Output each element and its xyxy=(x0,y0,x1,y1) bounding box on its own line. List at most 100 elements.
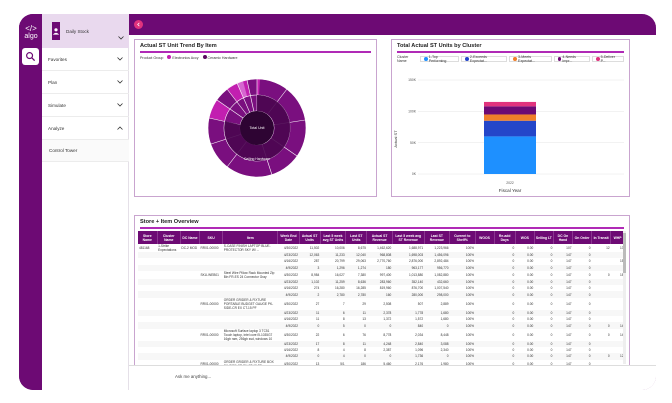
column-header[interactable]: Last ST Units xyxy=(345,231,368,244)
table-row[interactable]: 4/9/2022 0 4 0 0 1,736 0 100% 0 0.00 0 147 0 0 12 xyxy=(138,353,625,360)
chevron-down-icon xyxy=(117,57,123,62)
table-cell xyxy=(475,329,494,341)
sidebar-item-simulate[interactable]: Simulate xyxy=(42,94,129,117)
table-cell: 2,387 xyxy=(383,348,392,353)
stacked-bar-chart[interactable]: Actual ST Fiscal Year 2022 0K 50K 100K 150K xyxy=(392,64,631,196)
table-cell: 0.00 xyxy=(527,259,534,264)
table-cell xyxy=(222,252,278,259)
legend-item[interactable]: 5-Deliver P... xyxy=(591,55,624,63)
sidebar-subitem-control-tower[interactable]: Control Tower xyxy=(42,140,129,162)
table-cell xyxy=(222,278,278,286)
column-header[interactable]: Re-add Days xyxy=(494,231,516,244)
table-row[interactable]: RR01-00000 ORDER GRIDER & FIXTURE PORTABL… xyxy=(138,298,625,310)
table-cell: 4 xyxy=(342,348,345,353)
table-row[interactable]: SKU-WEB01 Steel Wire Pillow Rack Mounted … xyxy=(138,271,625,279)
bar-segment-3[interactable] xyxy=(484,114,536,121)
table-cell: 0 xyxy=(494,264,516,271)
table-row[interactable]: 4/16/2022 274 16,280 16,285 819,960 876,700 1,… xyxy=(138,285,625,291)
table-row[interactable]: 4/23/2022 12,063 11,233 12,040 968,808 1,698,… xyxy=(138,252,625,259)
column-header[interactable]: On Order xyxy=(572,231,593,244)
y-tick-label: 50K xyxy=(410,141,417,145)
column-header[interactable]: Actual ST Units xyxy=(299,231,321,244)
bar-segment-1[interactable] xyxy=(484,136,536,174)
table-cell: 147 xyxy=(566,317,572,322)
table-cell: 160 xyxy=(366,291,393,298)
table-cell: 100% xyxy=(449,322,475,329)
chevron-up-icon xyxy=(117,126,123,131)
bar-segment-4[interactable] xyxy=(484,106,536,115)
column-header[interactable]: Actual ST Revenue xyxy=(366,231,393,244)
column-header[interactable]: Item xyxy=(222,231,279,244)
ask-input[interactable]: Ask me anything... xyxy=(175,374,212,379)
legend-item[interactable]: 3-Meets Expectat... xyxy=(509,55,552,63)
table-cell: 1,007,540 xyxy=(434,286,449,291)
column-header[interactable]: Last ST Revenue xyxy=(424,231,451,244)
legend-item[interactable]: 2-Exceeds Expectat... xyxy=(461,55,508,63)
table-cell: 0 xyxy=(534,291,554,298)
table-row[interactable]: RR01-00000 Microsoft Surface laptop 3 TC5… xyxy=(138,329,625,341)
column-header[interactable]: WOS xyxy=(515,231,535,244)
legend-item[interactable]: 4-Needs Impr... xyxy=(553,55,590,63)
column-header[interactable]: Week End Date xyxy=(277,231,300,244)
table-cell: 16,285 xyxy=(356,286,366,291)
table-row[interactable]: 4/23/2022 1,102 11,259 8,636 283,960 352,140 4… xyxy=(138,278,625,286)
chevron-down-icon[interactable] xyxy=(118,27,124,45)
table-cell: 76 xyxy=(362,332,366,337)
back-button[interactable] xyxy=(134,20,143,29)
column-header[interactable]: In Transit xyxy=(591,231,612,244)
analytics-nav-icon[interactable] xyxy=(22,48,39,65)
table-cell: 968,808 xyxy=(366,252,393,259)
trend-legend: Product Group Electronics Accy Ceramic H… xyxy=(140,55,238,60)
table-cell: 8,675 xyxy=(357,246,366,250)
table-cell: 283,960 xyxy=(366,278,393,286)
legend-item[interactable]: 1-Top Performing xyxy=(419,55,460,63)
table-cell: 13 xyxy=(619,246,624,250)
table-cell: 2,780 xyxy=(320,291,346,298)
column-header[interactable]: SKU xyxy=(199,231,224,244)
table-cell: 14 xyxy=(610,322,625,329)
sidebar-item-analyze[interactable]: Analyze xyxy=(42,117,129,140)
column-header[interactable]: Selling LT xyxy=(534,231,554,244)
column-header[interactable]: Last 5 week avg ST Units xyxy=(320,231,347,244)
table-row[interactable]: 4/9/2022 2 2,780 2,780 160 280,000 298,000 100%… xyxy=(138,291,625,298)
table-cell: 4,248 xyxy=(366,340,393,347)
table-cell: 0 xyxy=(534,278,554,286)
table-cell xyxy=(138,278,158,286)
table-cell: 2,340 xyxy=(440,348,449,353)
user-panel[interactable]: Daily Stock xyxy=(42,14,129,48)
table-cell: 100% xyxy=(465,332,474,337)
legend-item[interactable]: Electronics Accy xyxy=(167,55,199,60)
table-row[interactable]: 481168 1-Strike Expectations DC-2 MOD RR01-… xyxy=(138,244,625,252)
table-cell: 11,502 xyxy=(309,246,320,250)
table-cell: 0.00 xyxy=(527,246,534,250)
table-row[interactable]: 4/23/2022 11 6 11 2,378 1,778 1,680 100% 0 0.00 0 1… xyxy=(138,309,625,317)
table-row[interactable]: 4/9/2022 3 1,296 1,274 180 963,177 956,770 100%… xyxy=(138,264,625,271)
table-cell: 4/9/2022 xyxy=(277,322,300,329)
bar-segment-5[interactable] xyxy=(484,101,536,107)
table-row[interactable]: 4/16/2022 8 4 8 2,387 1,096 2,340 100% 0 0.00 0 147… xyxy=(138,347,625,353)
table-cell: 0 xyxy=(550,348,553,353)
column-header[interactable]: WHP xyxy=(610,231,625,244)
table-cell: 1,572 xyxy=(415,317,424,322)
sidebar-item-favorites[interactable]: Favorites xyxy=(42,48,129,71)
table-cell: 147 xyxy=(553,291,573,298)
legend-item[interactable]: Ceramic Hardware xyxy=(202,55,238,60)
column-header[interactable]: DC On Hand xyxy=(553,231,574,244)
table-scrollbar[interactable] xyxy=(623,231,626,364)
table-row[interactable]: 4/16/2022 287 20,799 29,063 2,770,760 2,876,0… xyxy=(138,258,625,264)
table-row[interactable]: 4/16/2022 11 8 13 1,372 1,572 1,680 100% 0 0.00 0 1… xyxy=(138,316,625,322)
column-header[interactable]: Store Name xyxy=(138,231,158,244)
sunburst-chart[interactable]: Total Unit Ceiling Hardware xyxy=(135,64,378,194)
table-cell: 100% xyxy=(449,353,475,360)
bar-segment-2[interactable] xyxy=(484,120,536,137)
table-row[interactable]: 4/9/2022 0 5 0 0 840 0 100% 0 0.00 0 147 0 0 14 xyxy=(138,322,625,329)
column-header[interactable]: DC Name xyxy=(180,231,200,244)
sidebar-item-plan[interactable]: Plan xyxy=(42,71,129,94)
column-header[interactable]: Cluster Name xyxy=(157,231,181,244)
column-header[interactable]: Last 5 week avg ST Revenue xyxy=(392,231,425,244)
table-cell: 0 xyxy=(494,353,516,360)
table-row[interactable]: 4/23/2022 17 8 11 4,248 2,840 3,088 100% 0 0.00 0 1… xyxy=(138,340,625,347)
column-header[interactable]: Current to Shelf% xyxy=(449,231,476,244)
column-header[interactable]: WOOS xyxy=(475,231,495,244)
table-cell: 8,448 xyxy=(440,332,449,337)
